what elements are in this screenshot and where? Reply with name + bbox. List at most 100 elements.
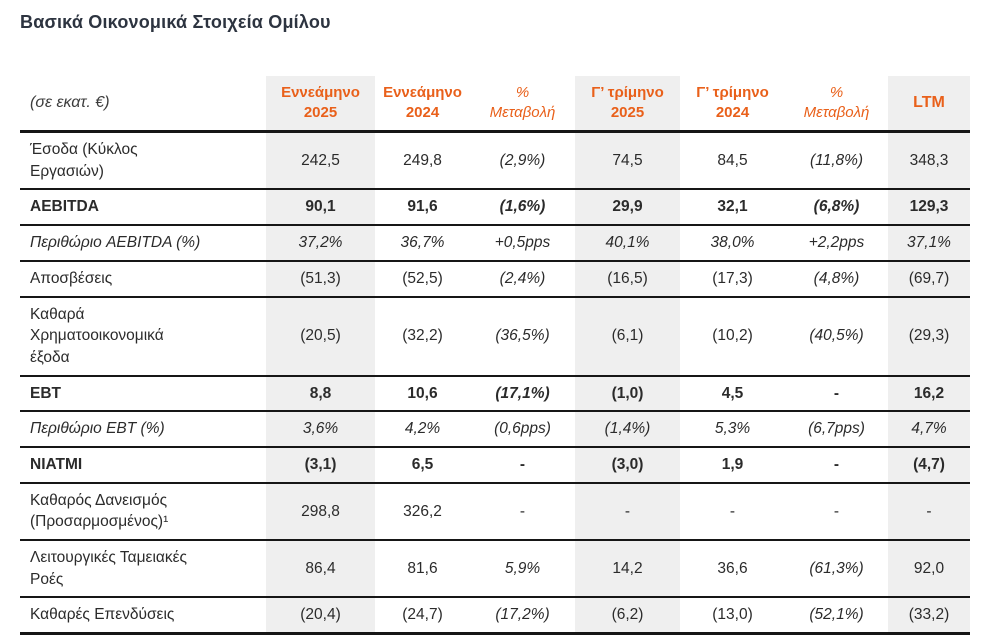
cell-value: 92,0 <box>888 540 970 599</box>
row-label: Λειτουργικές Ταμειακές Ροές <box>20 540 266 599</box>
cell-value: (20,5) <box>266 296 375 377</box>
cell-value: - <box>785 446 888 484</box>
row-label: NIATMI <box>20 446 266 484</box>
row-label: Καθαρός Δανεισμός (Προσαρμοσμένος)¹ <box>20 482 266 542</box>
row-label: Καθαρές Επενδύσεις <box>20 597 266 635</box>
cell-value: 242,5 <box>266 131 375 191</box>
cell-value: (69,7) <box>888 260 970 298</box>
cell-value: (33,2) <box>888 597 970 635</box>
column-header-ltm: LTM <box>888 75 970 134</box>
table-header: (σε εκατ. €) Εννεάμηνο 2025 Εννεάμηνο 20… <box>20 75 970 134</box>
cell-value: (3,0) <box>575 446 680 484</box>
cell-value: (24,7) <box>375 597 470 635</box>
table-row-net-financial-expenses: Καθαρά Χρηματοοικονομικά έξοδα (20,5) (3… <box>20 296 970 377</box>
cell-value: 84,5 <box>680 131 785 191</box>
row-label: Περιθώριο AEBITDA (%) <box>20 225 266 262</box>
cell-value: 5,3% <box>680 411 785 448</box>
table-row-depreciation: Αποσβέσεις (51,3) (52,5) (2,4%) (16,5) (… <box>20 260 970 298</box>
cell-value: (10,2) <box>680 296 785 377</box>
cell-value: (6,7pps) <box>785 411 888 448</box>
cell-value: 6,5 <box>375 446 470 484</box>
column-header-q3-change: % Μεταβολή <box>785 75 888 134</box>
cell-value: 348,3 <box>888 131 970 191</box>
cell-value: (4,8%) <box>785 260 888 298</box>
column-header-9m-2025: Εννεάμηνο 2025 <box>266 75 375 134</box>
cell-value: 36,6 <box>680 540 785 599</box>
cell-value: (3,1) <box>266 446 375 484</box>
cell-value: 14,2 <box>575 540 680 599</box>
cell-value: (6,8%) <box>785 189 888 227</box>
cell-value: 40,1% <box>575 225 680 262</box>
cell-value: (17,2%) <box>470 597 575 635</box>
cell-value: 81,6 <box>375 540 470 599</box>
cell-value: (2,4%) <box>470 260 575 298</box>
cell-value: (36,5%) <box>470 296 575 377</box>
cell-value: - <box>785 375 888 413</box>
cell-value: - <box>785 482 888 542</box>
table-row-aebitda-margin: Περιθώριο AEBITDA (%) 37,2% 36,7% +0,5pp… <box>20 225 970 262</box>
row-label: Περιθώριο EBT (%) <box>20 411 266 448</box>
cell-value: 5,9% <box>470 540 575 599</box>
cell-value: 249,8 <box>375 131 470 191</box>
column-header-q3-2025: Γ’ τρίμηνο 2025 <box>575 75 680 134</box>
header-row: (σε εκατ. €) Εννεάμηνο 2025 Εννεάμηνο 20… <box>20 75 970 134</box>
cell-value: - <box>680 482 785 542</box>
row-label: AEBITDA <box>20 189 266 227</box>
cell-value: 4,2% <box>375 411 470 448</box>
cell-value: (52,1%) <box>785 597 888 635</box>
cell-value: - <box>470 482 575 542</box>
group-financials-table: (σε εκατ. €) Εννεάμηνο 2025 Εννεάμηνο 20… <box>20 75 970 635</box>
column-header-9m-2024: Εννεάμηνο 2024 <box>375 75 470 134</box>
table-row-ebt-margin: Περιθώριο EBT (%) 3,6% 4,2% (0,6pps) (1,… <box>20 411 970 448</box>
cell-value: 8,8 <box>266 375 375 413</box>
cell-value: 91,6 <box>375 189 470 227</box>
cell-value: (52,5) <box>375 260 470 298</box>
cell-value: (32,2) <box>375 296 470 377</box>
table-row-net-debt: Καθαρός Δανεισμός (Προσαρμοσμένος)¹ 298,… <box>20 482 970 542</box>
page-title: Βασικά Οικονομικά Στοιχεία Ομίλου <box>20 12 331 32</box>
table-row-niatmi: NIATMI (3,1) 6,5 - (3,0) 1,9 - (4,7) <box>20 446 970 484</box>
cell-value: 16,2 <box>888 375 970 413</box>
cell-value: 38,0% <box>680 225 785 262</box>
cell-value: 326,2 <box>375 482 470 542</box>
cell-value: 4,5 <box>680 375 785 413</box>
cell-value: 4,7% <box>888 411 970 448</box>
row-label: EBT <box>20 375 266 413</box>
cell-value: (17,3) <box>680 260 785 298</box>
column-header-q3-2024: Γ’ τρίμηνο 2024 <box>680 75 785 134</box>
cell-value: (51,3) <box>266 260 375 298</box>
cell-value: 74,5 <box>575 131 680 191</box>
cell-value: 3,6% <box>266 411 375 448</box>
cell-value: 298,8 <box>266 482 375 542</box>
cell-value: (13,0) <box>680 597 785 635</box>
cell-value: (16,5) <box>575 260 680 298</box>
cell-value: 37,2% <box>266 225 375 262</box>
cell-value: 37,1% <box>888 225 970 262</box>
cell-value: (61,3%) <box>785 540 888 599</box>
cell-value: (6,2) <box>575 597 680 635</box>
cell-value: (40,5%) <box>785 296 888 377</box>
cell-value: +0,5pps <box>470 225 575 262</box>
cell-value: - <box>888 482 970 542</box>
cell-value: (2,9%) <box>470 131 575 191</box>
cell-value: (1,4%) <box>575 411 680 448</box>
cell-value: 32,1 <box>680 189 785 227</box>
cell-value: (0,6pps) <box>470 411 575 448</box>
row-label: Αποσβέσεις <box>20 260 266 298</box>
table-row-aebitda: AEBITDA 90,1 91,6 (1,6%) 29,9 32,1 (6,8%… <box>20 189 970 227</box>
cell-value: (20,4) <box>266 597 375 635</box>
column-header-9m-change: % Μεταβολή <box>470 75 575 134</box>
table-row-ebt: EBT 8,8 10,6 (17,1%) (1,0) 4,5 - 16,2 <box>20 375 970 413</box>
cell-value: (29,3) <box>888 296 970 377</box>
table-row-revenue: Έσοδα (Κύκλος Εργασιών) 242,5 249,8 (2,9… <box>20 131 970 191</box>
cell-value: 36,7% <box>375 225 470 262</box>
cell-value: (1,6%) <box>470 189 575 227</box>
table-body: Έσοδα (Κύκλος Εργασιών) 242,5 249,8 (2,9… <box>20 131 970 635</box>
cell-value: 29,9 <box>575 189 680 227</box>
cell-value: +2,2pps <box>785 225 888 262</box>
table-row-net-investments: Καθαρές Επενδύσεις (20,4) (24,7) (17,2%)… <box>20 597 970 635</box>
cell-value: (17,1%) <box>470 375 575 413</box>
cell-value: (11,8%) <box>785 131 888 191</box>
cell-value: (6,1) <box>575 296 680 377</box>
